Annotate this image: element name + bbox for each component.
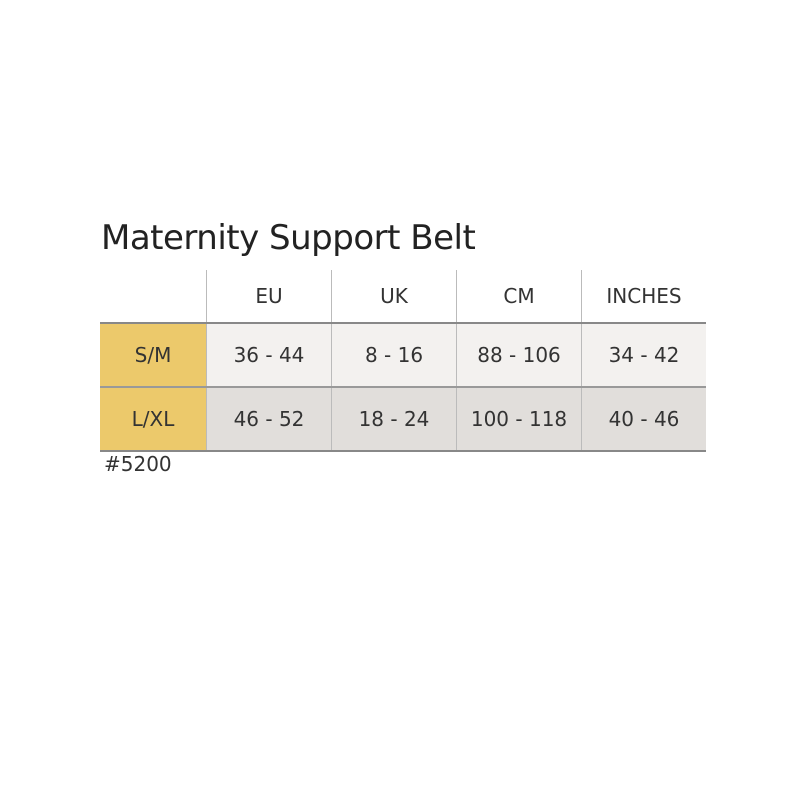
footnote: #5200 bbox=[104, 452, 172, 476]
column-header: INCHES bbox=[581, 270, 706, 323]
cell: 40 - 46 bbox=[581, 387, 706, 452]
size-table: EU UK CM INCHES S/M 36 - 44 8 - 16 88 - … bbox=[100, 270, 706, 452]
column-header: CM bbox=[456, 270, 582, 323]
cell: 36 - 44 bbox=[206, 323, 332, 388]
cell: 34 - 42 bbox=[581, 323, 706, 388]
title: Maternity Support Belt bbox=[101, 218, 476, 258]
header-row: EU UK CM INCHES bbox=[100, 270, 706, 323]
column-header: EU bbox=[206, 270, 332, 323]
cell: 46 - 52 bbox=[206, 387, 332, 452]
column-header: UK bbox=[331, 270, 457, 323]
cell: 88 - 106 bbox=[456, 323, 582, 388]
table-row: L/XL 46 - 52 18 - 24 100 - 118 40 - 46 bbox=[100, 387, 706, 452]
corner-cell bbox=[100, 270, 207, 323]
cell: 18 - 24 bbox=[331, 387, 457, 452]
cell: 8 - 16 bbox=[331, 323, 457, 388]
size-cell: S/M bbox=[100, 323, 207, 388]
cell: 100 - 118 bbox=[456, 387, 582, 452]
size-cell: L/XL bbox=[100, 387, 207, 452]
table-row: S/M 36 - 44 8 - 16 88 - 106 34 - 42 bbox=[100, 323, 706, 388]
